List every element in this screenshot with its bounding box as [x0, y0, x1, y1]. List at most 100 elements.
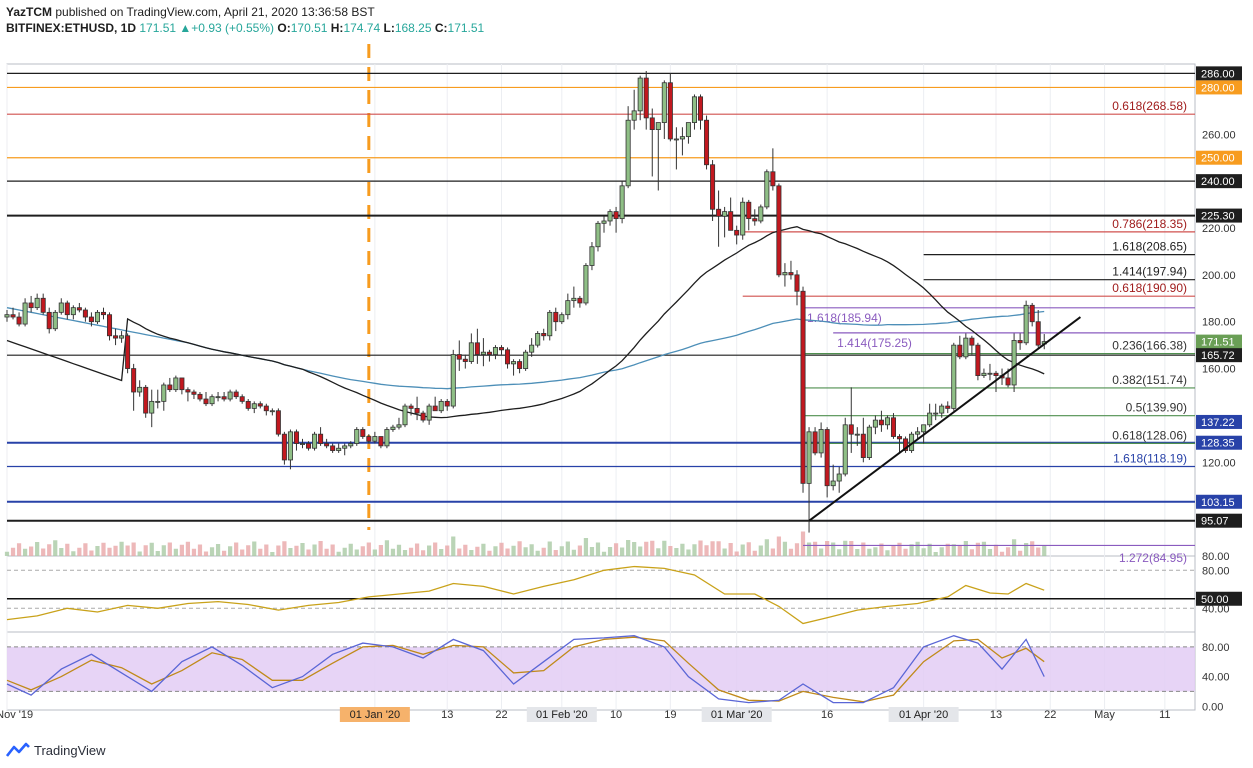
candle-body: [70, 307, 76, 316]
volume-bar: [511, 545, 516, 556]
price-tick-label: 120.00: [1202, 457, 1236, 469]
candle-body: [939, 405, 945, 414]
candle-body: [28, 302, 34, 309]
level-label: 0.618(128.06): [1112, 428, 1187, 442]
volume-bar: [764, 539, 769, 556]
candle-body: [824, 429, 830, 487]
candle-body: [432, 405, 438, 412]
volume-bar: [680, 543, 685, 556]
volume-bar: [499, 542, 504, 556]
volume-bar: [22, 548, 28, 556]
level-label: 1.618(208.65): [1112, 240, 1187, 254]
date-tag-bg: [701, 707, 772, 722]
level-label: 1.414(175.25): [837, 336, 912, 350]
candle-body: [22, 302, 28, 325]
volume-bar: [885, 550, 890, 556]
candle-body: [806, 431, 812, 484]
volume-bar: [849, 541, 854, 556]
candle-body: [800, 290, 806, 484]
candle-body: [16, 316, 22, 325]
candle-body: [957, 344, 963, 358]
open-label: O:: [277, 21, 291, 35]
candle-body: [1017, 340, 1023, 344]
date-tick-label: 01 Feb '20: [536, 709, 588, 721]
candle-body: [752, 218, 758, 222]
volume-bar: [656, 548, 661, 556]
volume-bar: [1024, 543, 1029, 556]
volume-bar: [330, 544, 335, 556]
symbol-name[interactable]: BITFINEX:ETHUSD, 1D: [6, 21, 137, 35]
candle-body: [517, 361, 523, 369]
candle-body: [40, 297, 46, 313]
candle-body: [257, 403, 263, 407]
candle-body: [782, 272, 788, 276]
candle-body: [764, 171, 770, 208]
candle-body: [619, 185, 625, 220]
volume-bar: [161, 545, 166, 556]
candle-body: [179, 377, 185, 391]
candle-body: [577, 297, 583, 304]
volume-bar: [173, 548, 178, 556]
stoch-tick-label: 80.00: [1202, 642, 1230, 654]
volume-bar: [131, 542, 136, 556]
candle-body: [269, 410, 275, 413]
tradingview-logo[interactable]: TradingView: [6, 742, 106, 758]
candle-body: [384, 429, 390, 447]
candle-body: [10, 314, 16, 318]
candle-body: [474, 342, 480, 355]
volume-bar: [861, 542, 866, 556]
volume-bar: [83, 543, 88, 556]
volume-bar: [125, 545, 130, 556]
volume-bar: [4, 551, 10, 556]
volume-bar: [903, 548, 908, 556]
candle-body: [951, 344, 957, 409]
candle-body: [722, 211, 728, 217]
volume-bar: [294, 545, 299, 556]
candle-body: [390, 426, 396, 430]
volume-bar: [276, 545, 281, 556]
level-label: 1.414(197.94): [1112, 265, 1187, 279]
volume-bar: [41, 548, 46, 556]
candle-body: [34, 297, 40, 309]
candle-body: [890, 417, 896, 437]
volume-bar: [475, 546, 480, 556]
candle-body: [396, 424, 402, 428]
volume-bar: [638, 546, 643, 556]
price-tick-label: 180.00: [1202, 317, 1236, 329]
volume-bar: [366, 542, 371, 556]
candle-body: [239, 396, 245, 402]
rsi-line: [6, 565, 1045, 625]
candle-body: [643, 77, 649, 119]
volume-bar: [969, 549, 974, 556]
candle-body: [987, 372, 993, 375]
volume-bar: [427, 545, 432, 556]
price-chart[interactable]: 0.618(268.58) 0.786(218.35) 1.618(208.65) 1…: [0, 0, 1253, 740]
candle-body: [1035, 321, 1041, 346]
volume-bar: [306, 549, 311, 556]
author-name[interactable]: YazTCM: [6, 5, 53, 19]
volume-bar: [16, 543, 22, 556]
candle-body: [119, 335, 125, 339]
volume-bar: [336, 551, 341, 556]
volume-bar: [782, 541, 788, 556]
volume-bar: [487, 550, 492, 556]
volume-bar: [812, 541, 818, 556]
candle-body: [927, 412, 933, 426]
candle-body: [64, 302, 70, 316]
volume-bar: [408, 547, 414, 556]
volume-bar: [10, 547, 16, 556]
candle-body: [746, 201, 752, 220]
candle-body: [82, 309, 88, 318]
candle-body: [529, 344, 535, 353]
volume-bar: [240, 549, 245, 556]
level-label: 1.618(118.19): [1113, 452, 1187, 466]
candle-body: [149, 400, 155, 414]
candle-body: [697, 96, 704, 121]
price-tag-bg: [1196, 494, 1242, 509]
volume-bar: [1018, 550, 1023, 556]
candle-body: [637, 77, 643, 112]
candle-body: [848, 424, 854, 435]
candle-body: [299, 443, 306, 445]
candle-body: [348, 443, 354, 447]
volume-bar: [547, 541, 552, 556]
